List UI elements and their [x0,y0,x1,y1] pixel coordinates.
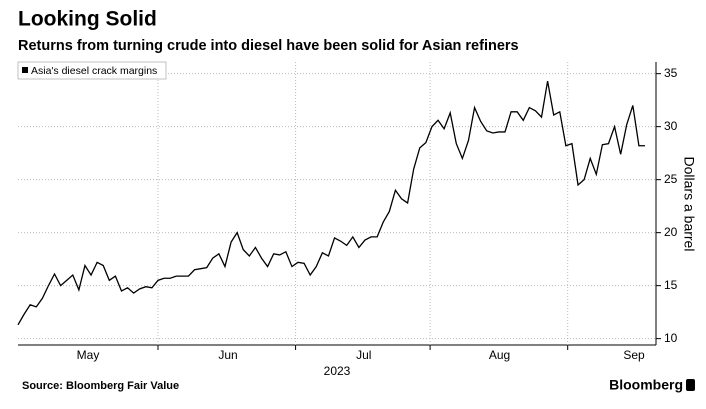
x-tick-label: Jun [218,348,237,362]
x-tick-label: Jul [356,348,371,362]
y-tick-label: 30 [664,119,678,133]
y-tick-label: 35 [664,66,678,80]
x-tick-label: May [77,348,100,362]
source: Source: Bloomberg Fair Value [22,380,179,392]
y-tick-label: 20 [664,225,678,239]
legend-label: Asia's diesel crack margins [31,65,157,77]
x-tick-label: Aug [489,348,510,362]
legend-box [17,61,167,80]
chart-subtitle: Returns from turning crude into diesel h… [18,38,519,54]
line-series [17,80,645,326]
y-tick-label: 25 [664,172,678,186]
chart-title: Looking Solid [18,8,157,31]
y-tick-label: 10 [664,331,678,345]
brand-icon [686,379,695,391]
legend-swatch [22,67,28,73]
x-tick-label: Sep [623,348,645,362]
y-axis-label: Dollars a barrel [681,157,697,252]
x-axis-label: 2023 [324,364,351,378]
brand: Bloomberg [609,377,683,393]
y-tick-label: 15 [664,278,678,292]
